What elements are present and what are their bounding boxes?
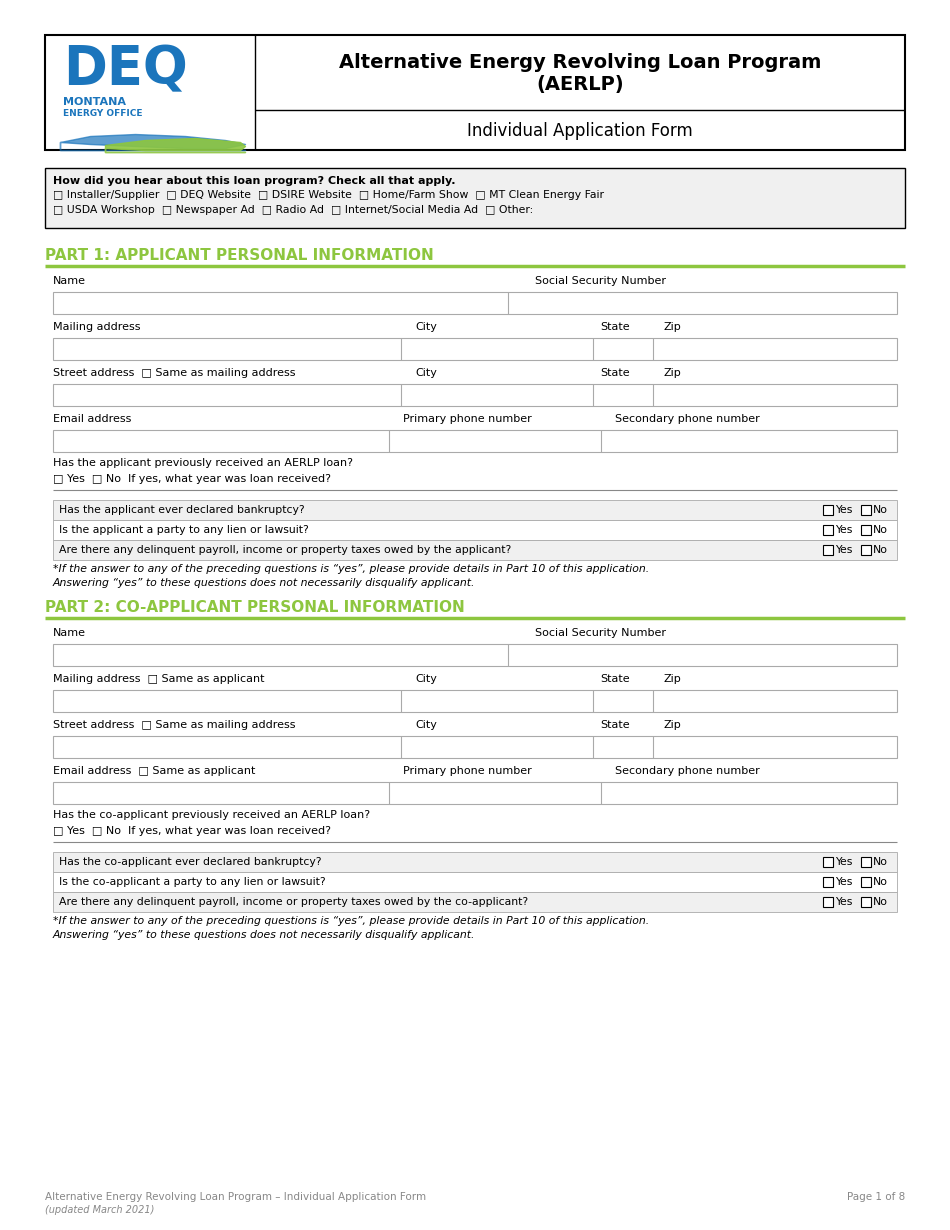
Text: DEQ: DEQ: [63, 43, 188, 95]
Text: Zip: Zip: [663, 368, 681, 378]
Bar: [861, 525, 871, 535]
Text: Email address: Email address: [53, 415, 131, 424]
Text: Mailing address: Mailing address: [53, 322, 141, 332]
Text: No: No: [873, 545, 888, 555]
Bar: [53, 430, 897, 451]
Text: Secondary phone number: Secondary phone number: [615, 415, 760, 424]
Bar: [823, 525, 833, 535]
Text: City: City: [415, 720, 437, 729]
Text: □ Yes  □ No  If yes, what year was loan received?: □ Yes □ No If yes, what year was loan re…: [53, 827, 331, 836]
Text: Mailing address  □ Same as applicant: Mailing address □ Same as applicant: [53, 674, 264, 684]
Bar: [53, 690, 897, 712]
Text: No: No: [873, 857, 888, 867]
Bar: [53, 292, 897, 314]
Text: Name: Name: [53, 629, 86, 638]
Text: Has the applicant previously received an AERLP loan?: Has the applicant previously received an…: [53, 458, 353, 467]
Text: Has the applicant ever declared bankruptcy?: Has the applicant ever declared bankrupt…: [59, 506, 305, 515]
Bar: [861, 506, 871, 515]
Text: □ Yes  □ No  If yes, what year was loan received?: □ Yes □ No If yes, what year was loan re…: [53, 474, 331, 483]
Text: *If the answer to any of the preceding questions is “yes”, please provide detail: *If the answer to any of the preceding q…: [53, 565, 649, 574]
Text: Primary phone number: Primary phone number: [403, 766, 532, 776]
Text: □ USDA Workshop  □ Newspaper Ad  □ Radio Ad  □ Internet/Social Media Ad  □ Other: □ USDA Workshop □ Newspaper Ad □ Radio A…: [53, 205, 533, 215]
Text: No: No: [873, 897, 888, 907]
Text: Yes: Yes: [835, 877, 852, 887]
Text: (updated March 2021): (updated March 2021): [45, 1205, 154, 1215]
Bar: [823, 877, 833, 887]
Text: PART 1: APPLICANT PERSONAL INFORMATION: PART 1: APPLICANT PERSONAL INFORMATION: [45, 248, 434, 263]
Text: MONTANA: MONTANA: [63, 97, 126, 107]
Bar: [53, 540, 897, 560]
Text: Email address  □ Same as applicant: Email address □ Same as applicant: [53, 766, 256, 776]
Bar: [53, 338, 897, 360]
Text: ENERGY OFFICE: ENERGY OFFICE: [63, 109, 142, 118]
Text: State: State: [600, 322, 630, 332]
Text: Name: Name: [53, 276, 86, 287]
Text: Zip: Zip: [663, 322, 681, 332]
Bar: [861, 897, 871, 907]
Text: City: City: [415, 322, 437, 332]
Text: Answering “yes” to these questions does not necessarily disqualify applicant.: Answering “yes” to these questions does …: [53, 930, 476, 940]
Text: Answering “yes” to these questions does not necessarily disqualify applicant.: Answering “yes” to these questions does …: [53, 578, 476, 588]
Text: Is the applicant a party to any lien or lawsuit?: Is the applicant a party to any lien or …: [59, 525, 309, 535]
Bar: [53, 645, 897, 665]
Bar: [53, 852, 897, 872]
Text: Yes: Yes: [835, 545, 852, 555]
Text: State: State: [600, 674, 630, 684]
Text: Yes: Yes: [835, 897, 852, 907]
Text: Yes: Yes: [835, 525, 852, 535]
Text: Yes: Yes: [835, 857, 852, 867]
Text: (AERLP): (AERLP): [536, 75, 624, 93]
Text: Primary phone number: Primary phone number: [403, 415, 532, 424]
Bar: [53, 736, 897, 758]
Text: Are there any delinquent payroll, income or property taxes owed by the applicant: Are there any delinquent payroll, income…: [59, 545, 511, 555]
Bar: [823, 545, 833, 555]
Text: Social Security Number: Social Security Number: [535, 629, 666, 638]
Text: Alternative Energy Revolving Loan Program – Individual Application Form: Alternative Energy Revolving Loan Progra…: [45, 1192, 427, 1202]
Bar: [45, 169, 905, 228]
Text: Is the co-applicant a party to any lien or lawsuit?: Is the co-applicant a party to any lien …: [59, 877, 326, 887]
Text: State: State: [600, 720, 630, 729]
Text: Street address  □ Same as mailing address: Street address □ Same as mailing address: [53, 368, 295, 378]
Bar: [861, 877, 871, 887]
Bar: [53, 892, 897, 911]
Bar: [823, 897, 833, 907]
Text: Zip: Zip: [663, 674, 681, 684]
Bar: [53, 501, 897, 520]
Text: Has the co-applicant ever declared bankruptcy?: Has the co-applicant ever declared bankr…: [59, 857, 321, 867]
Text: Individual Application Form: Individual Application Form: [467, 122, 693, 140]
Bar: [53, 782, 897, 804]
Text: No: No: [873, 506, 888, 515]
Text: Street address  □ Same as mailing address: Street address □ Same as mailing address: [53, 720, 295, 729]
Bar: [861, 545, 871, 555]
Bar: [45, 34, 905, 150]
Text: Has the co-applicant previously received an AERLP loan?: Has the co-applicant previously received…: [53, 811, 370, 820]
Bar: [53, 520, 897, 540]
Text: Page 1 of 8: Page 1 of 8: [846, 1192, 905, 1202]
Text: No: No: [873, 525, 888, 535]
Bar: [823, 506, 833, 515]
Bar: [53, 872, 897, 892]
Bar: [53, 384, 897, 406]
Bar: [823, 857, 833, 867]
Text: City: City: [415, 674, 437, 684]
Text: How did you hear about this loan program? Check all that apply.: How did you hear about this loan program…: [53, 176, 455, 186]
Text: Are there any delinquent payroll, income or property taxes owed by the co-applic: Are there any delinquent payroll, income…: [59, 897, 528, 907]
Text: Secondary phone number: Secondary phone number: [615, 766, 760, 776]
Text: State: State: [600, 368, 630, 378]
Text: PART 2: CO-APPLICANT PERSONAL INFORMATION: PART 2: CO-APPLICANT PERSONAL INFORMATIO…: [45, 600, 465, 615]
Text: City: City: [415, 368, 437, 378]
Text: Social Security Number: Social Security Number: [535, 276, 666, 287]
Text: Zip: Zip: [663, 720, 681, 729]
Text: □ Installer/Supplier  □ DEQ Website  □ DSIRE Website  □ Home/Farm Show  □ MT Cle: □ Installer/Supplier □ DEQ Website □ DSI…: [53, 189, 604, 200]
Text: Yes: Yes: [835, 506, 852, 515]
Text: Alternative Energy Revolving Loan Program: Alternative Energy Revolving Loan Progra…: [339, 53, 821, 73]
Text: *If the answer to any of the preceding questions is “yes”, please provide detail: *If the answer to any of the preceding q…: [53, 916, 649, 926]
Bar: [861, 857, 871, 867]
Text: No: No: [873, 877, 888, 887]
